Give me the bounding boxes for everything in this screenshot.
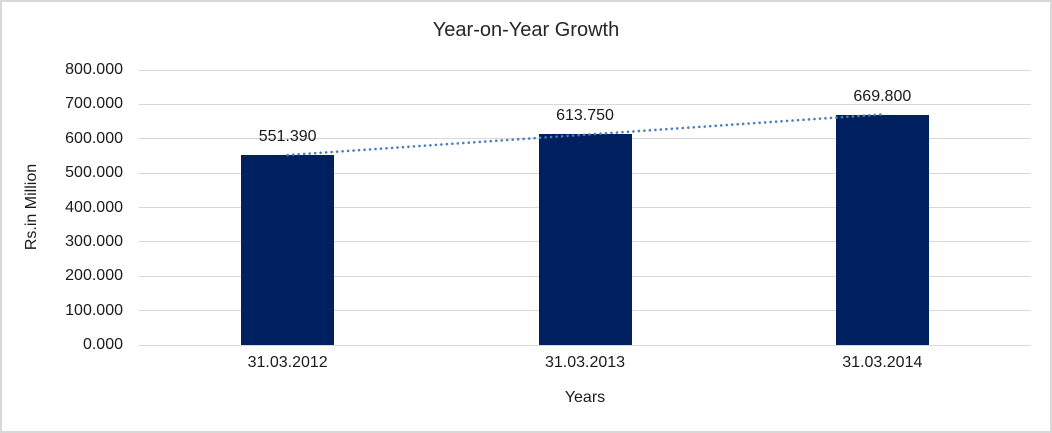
y-axis-tick-labels: 0.000 100.000 200.000 300.000 400.000 500.000… [2,2,123,431]
gridline [139,344,1031,346]
y-tick-label: 0.000 [82,336,123,353]
bar [538,134,632,345]
trendline-path [286,113,884,157]
x-axis-title: Years [564,389,606,406]
data-label: 613.750 [556,107,614,125]
y-tick-label: 500.000 [65,164,123,182]
y-tick-label: 700.000 [65,95,123,113]
y-tick-label: 800.000 [65,61,123,78]
y-tick-label: 600.000 [65,129,123,147]
trendline [286,113,884,157]
x-tick-label: 31.03.2012 [247,354,328,371]
y-tick-label: 300.000 [65,232,123,250]
y-tick-label: 400.000 [65,198,123,216]
data-label: 551.390 [258,128,317,146]
x-tick-label: 31.03.2014 [842,354,923,371]
plot-area: 551.390 613.750 669.800 [139,69,1031,346]
gridline [139,103,1031,105]
gridline [139,69,1031,71]
y-tick-label: 200.000 [65,267,123,285]
data-label: 669.800 [853,87,912,105]
y-tick-label: 100.000 [65,301,123,319]
x-tick-label: 31.03.2013 [544,354,626,371]
bar [241,155,335,345]
x-axis-labels: 31.03.2012 31.03.2013 31.03.2014 [2,354,1050,374]
chart-title: Year-on-Year Growth [432,19,620,41]
bar [835,114,929,345]
